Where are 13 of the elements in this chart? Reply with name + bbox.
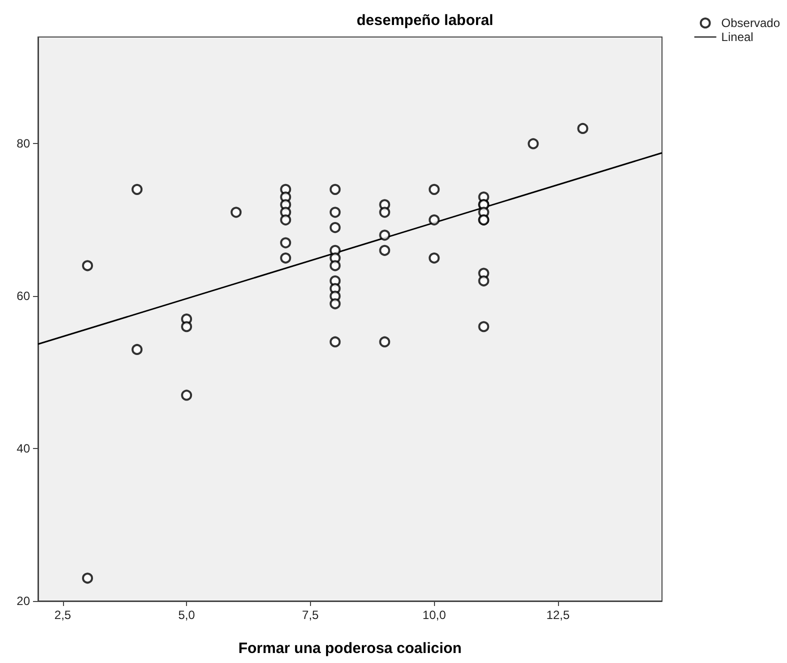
x-tick-label: 2,5 [54,608,72,622]
x-tick-label: 5,0 [178,608,196,622]
legend-label: Lineal [721,30,754,44]
y-tick-label: 60 [16,289,30,304]
x-tick-label: 7,5 [302,608,320,622]
x-tick-label: 12,5 [546,608,570,622]
y-tick-label: 80 [16,136,30,151]
x-tick-label: 10,0 [422,608,446,622]
chart-title: desempeño laboral [356,12,494,29]
x-axis-title: Formar una poderosa coalicion [238,640,462,657]
y-tick-label: 20 [16,594,30,608]
legend-label: Observado [721,16,780,30]
y-tick-label: 40 [16,442,30,456]
